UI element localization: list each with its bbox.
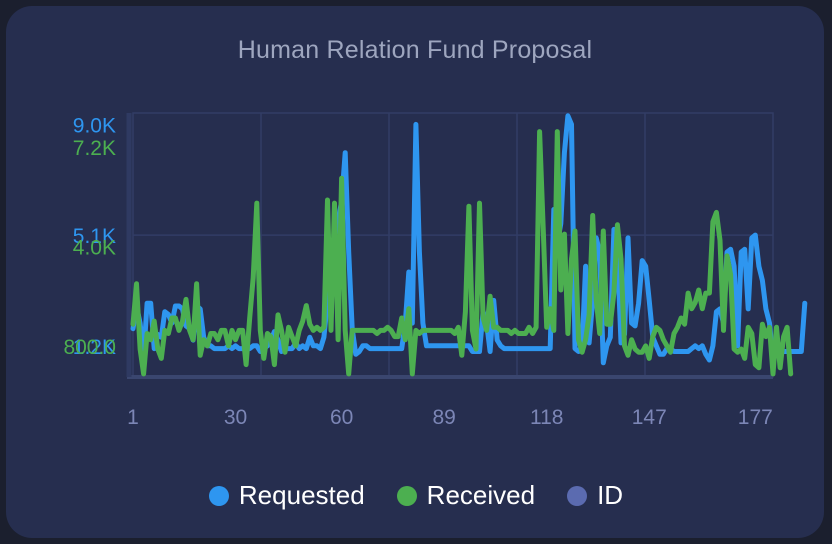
- y-tick-label-received: 800.0: [63, 336, 116, 359]
- legend-label-received: Received: [426, 480, 536, 510]
- x-tick-label: 89: [432, 406, 455, 429]
- x-tick-label: 118: [530, 406, 563, 429]
- legend-item-id[interactable]: ID: [567, 480, 623, 511]
- legend-label-id: ID: [597, 480, 624, 510]
- grid-lines: [126, 112, 774, 379]
- x-tick-label: 60: [330, 406, 353, 429]
- legend-item-requested[interactable]: Requested: [208, 480, 365, 511]
- x-axis-labels: 1 30 60 89 118 147 177: [127, 406, 773, 429]
- chart-title: Human Relation Fund Proposal: [237, 36, 593, 64]
- y-tick-label-requested: 9.0K: [73, 114, 116, 137]
- legend-label-requested: Requested: [238, 480, 365, 510]
- x-tick-label: 177: [738, 406, 773, 429]
- legend: Requested Received ID: [0, 480, 832, 511]
- legend-marker-received: [396, 485, 417, 506]
- y-tick-label-received: 7.2K: [73, 137, 116, 160]
- legend-marker-requested: [208, 485, 229, 506]
- x-tick-label: 147: [632, 406, 667, 429]
- legend-marker-id: [567, 485, 588, 506]
- y-axis-labels: 9.0K 5.1K 1.2K 7.2K 4.0K 800.0: [63, 114, 116, 359]
- series-line-received: [130, 129, 794, 377]
- y-tick-label-requested: 5.1K: [73, 225, 116, 248]
- x-tick-label: 30: [224, 406, 247, 429]
- y-tick-label-requested: 1.2K: [73, 336, 116, 359]
- legend-item-received[interactable]: Received: [396, 480, 536, 511]
- y-tick-label-received: 4.0K: [73, 237, 116, 260]
- x-tick-label: 1: [127, 406, 139, 429]
- series-lines: [130, 113, 808, 377]
